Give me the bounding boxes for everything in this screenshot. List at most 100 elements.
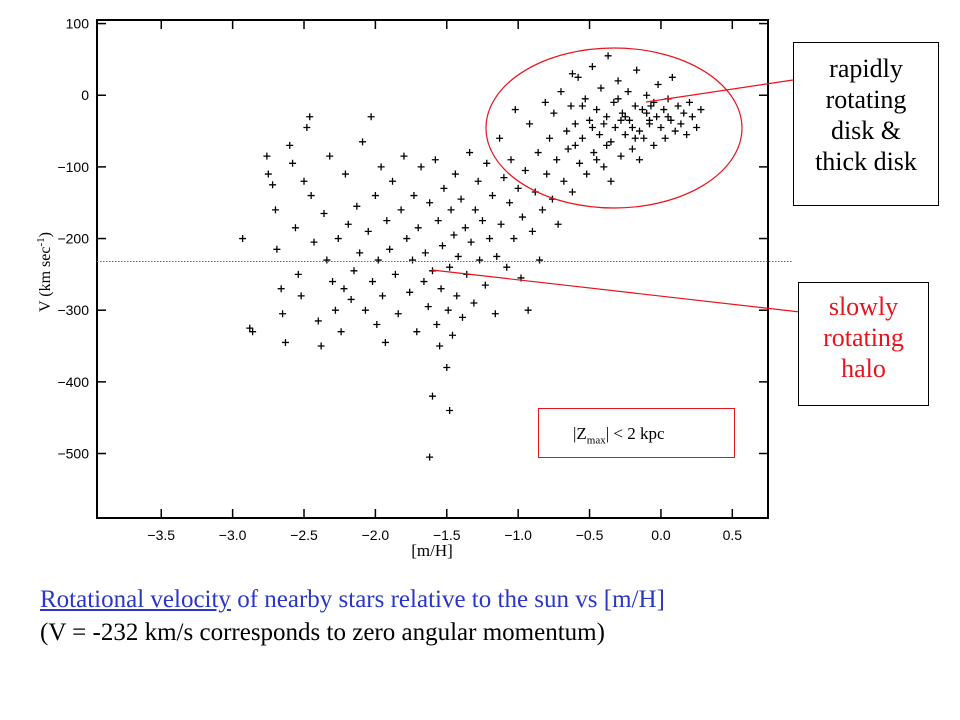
data-point <box>426 453 434 461</box>
data-point <box>524 306 532 314</box>
halo-callout: slowly rotating halo <box>798 282 929 406</box>
data-point <box>500 174 508 182</box>
data-point <box>414 224 422 232</box>
data-point <box>307 192 315 200</box>
data-point <box>377 163 385 171</box>
data-point <box>604 52 612 60</box>
data-point <box>331 306 339 314</box>
data-point <box>453 292 461 300</box>
plot-frame <box>96 19 769 519</box>
data-point <box>593 156 601 164</box>
data-point <box>294 270 302 278</box>
rotational-velocity-link[interactable]: Rotational velocity <box>40 586 231 613</box>
data-point <box>329 278 337 286</box>
data-point <box>564 145 572 153</box>
data-point <box>628 123 636 131</box>
data-point <box>683 131 691 139</box>
data-point <box>588 123 596 131</box>
data-point <box>341 170 349 178</box>
data-point <box>476 256 484 264</box>
data-point <box>638 106 646 114</box>
data-point <box>320 209 328 217</box>
data-point <box>273 245 281 253</box>
data-point <box>626 116 634 124</box>
data-point <box>617 152 625 160</box>
data-point <box>688 113 696 121</box>
data-point <box>426 199 434 207</box>
data-point <box>603 113 611 121</box>
data-point <box>310 238 318 246</box>
x-tick-label: −2.5 <box>290 527 318 543</box>
caption-line-1: Rotational velocity of nearby stars rela… <box>40 583 665 616</box>
data-point <box>631 102 639 110</box>
data-point <box>521 166 529 174</box>
data-point <box>697 106 705 114</box>
data-points <box>239 52 705 461</box>
data-point <box>448 331 456 339</box>
data-point <box>600 163 608 171</box>
data-point <box>406 288 414 296</box>
y-tick-label: −400 <box>57 374 89 390</box>
data-point <box>291 224 299 232</box>
data-point <box>578 102 586 110</box>
data-point <box>458 313 466 321</box>
data-point <box>314 317 322 325</box>
data-point <box>680 109 688 117</box>
data-point <box>297 292 305 300</box>
data-point <box>446 263 454 271</box>
data-point <box>536 256 544 264</box>
data-point <box>506 199 514 207</box>
data-point <box>436 342 444 350</box>
data-point <box>367 113 375 121</box>
data-point <box>567 102 575 110</box>
data-point <box>409 256 417 264</box>
data-point <box>671 127 679 135</box>
zmax-prefix: |Z <box>573 424 587 443</box>
data-point <box>646 116 654 124</box>
data-point <box>488 192 496 200</box>
data-point <box>447 206 455 214</box>
data-point <box>610 98 618 106</box>
data-point <box>657 123 665 131</box>
zmax-annotation: |Zmax| < 2 kpc <box>538 408 735 458</box>
data-point <box>306 113 314 121</box>
data-point <box>470 299 478 307</box>
data-point <box>383 217 391 225</box>
data-point <box>674 102 682 110</box>
data-point <box>303 123 311 131</box>
data-point <box>550 109 558 117</box>
y-axis-label: V (km sec-1) <box>35 232 54 312</box>
disk-label-line: disk & <box>830 116 902 145</box>
data-point <box>433 321 441 329</box>
data-point <box>279 310 287 318</box>
data-point <box>438 242 446 250</box>
data-point <box>621 131 629 139</box>
data-point <box>571 141 579 149</box>
data-point <box>466 149 474 157</box>
disk-pointer-line <box>645 79 794 103</box>
data-point <box>528 227 536 235</box>
data-point <box>581 95 589 103</box>
data-point <box>374 256 382 264</box>
y-tick-label: 0 <box>81 87 89 103</box>
data-point <box>554 220 562 228</box>
data-point <box>518 213 526 221</box>
data-point <box>246 324 254 332</box>
data-point <box>514 184 522 192</box>
data-point <box>497 220 505 228</box>
data-point <box>668 73 676 81</box>
axes-frame <box>96 19 769 519</box>
data-point <box>647 102 655 110</box>
data-point <box>373 321 381 329</box>
data-point <box>568 188 576 196</box>
data-point <box>461 224 469 232</box>
data-point <box>636 156 644 164</box>
x-tick-label: 0.5 <box>723 527 743 543</box>
data-point <box>483 159 491 167</box>
data-point <box>526 120 534 128</box>
x-tick-label: −3.0 <box>219 527 247 543</box>
data-point <box>317 342 325 350</box>
data-point <box>413 328 421 336</box>
data-point <box>481 281 489 289</box>
